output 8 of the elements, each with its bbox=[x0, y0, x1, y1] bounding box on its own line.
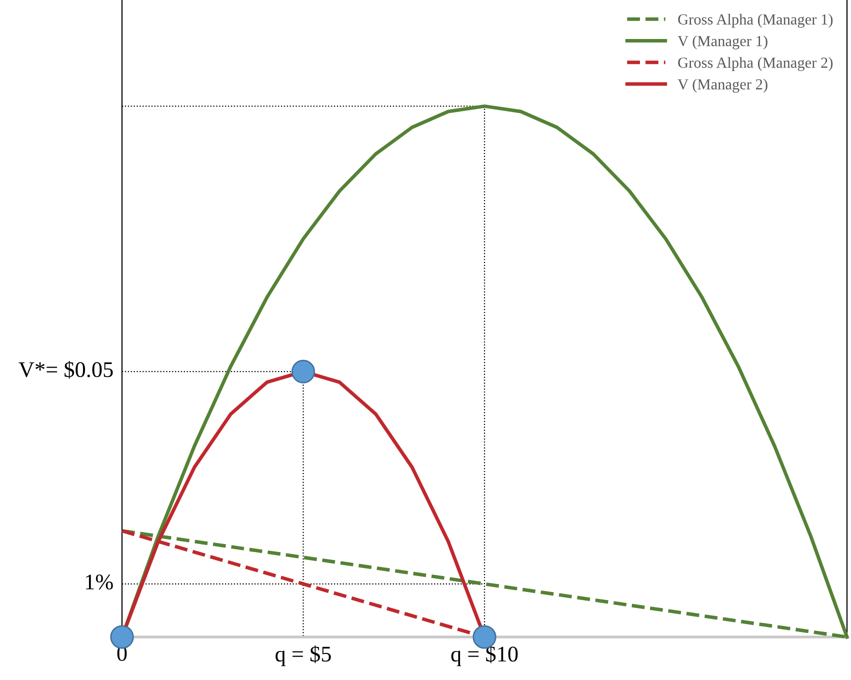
legend-label: Gross Alpha (Manager 1) bbox=[678, 14, 833, 28]
legend-label: Gross Alpha (Manager 2) bbox=[678, 57, 833, 71]
annotation: 1% bbox=[86, 574, 113, 590]
legend-label: V (Manager 1) bbox=[678, 35, 768, 50]
legend-label: V (Manager 2) bbox=[678, 78, 768, 93]
x-tick-label: q = $5 bbox=[276, 645, 331, 666]
annotation: V*= $0.05 bbox=[18, 360, 113, 379]
x-tick-label: q = $10 bbox=[451, 645, 518, 666]
